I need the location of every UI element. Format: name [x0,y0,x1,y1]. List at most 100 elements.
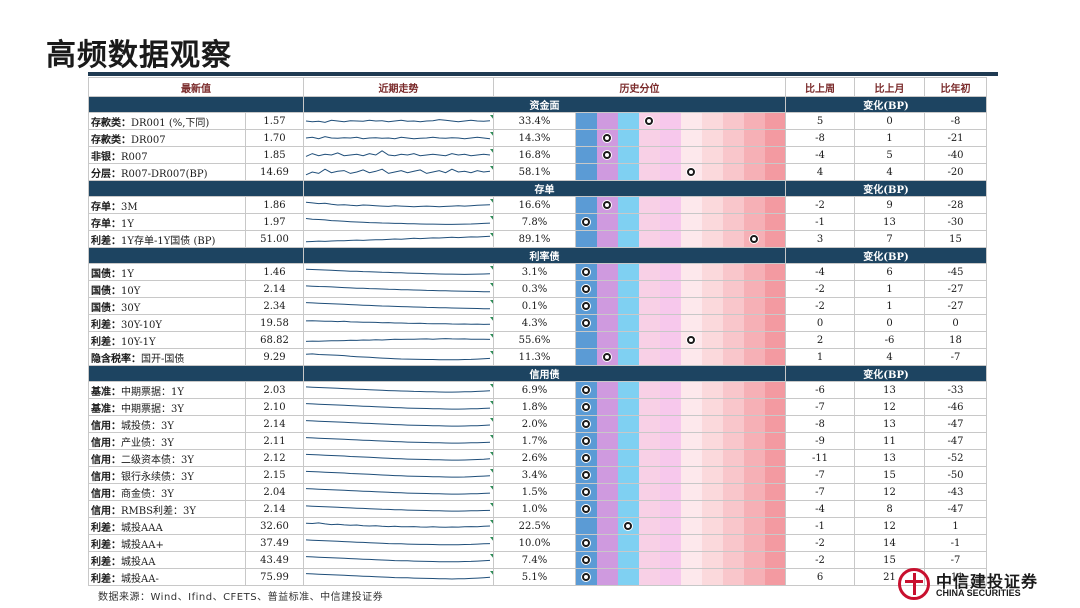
change-ytd: -50 [924,466,987,484]
percentile-bins [576,450,785,466]
trend-end-marker [490,554,493,558]
percentile-heatbar [575,517,786,535]
trend-sparkline [305,266,493,275]
trend-end-marker [490,418,493,422]
percentile-bin [681,113,702,129]
percentile-bin [765,450,785,466]
percentile-heatbar [575,163,786,181]
change-week: 1 [785,348,855,366]
percentile-bin [744,281,765,297]
change-ytd: -20 [924,163,987,181]
percentile-bin [597,399,618,415]
percentile-bins [576,197,785,213]
percentile-marker-icon [581,419,591,429]
percentile-value: 14.3% [493,129,576,147]
percentile-marker-icon [602,352,612,362]
percentile-marker-icon [581,555,591,565]
percentile-heatbar [575,381,786,399]
percentile-value: 0.1% [493,297,576,315]
change-ytd: -28 [924,196,987,214]
indicator-name: 信用：城投债：3Y [88,415,246,433]
col-header-percentile: 历史分位 [493,77,786,97]
percentile-heatbar [575,348,786,366]
percentile-bin [576,231,597,247]
trend-sparkline [305,115,493,123]
percentile-bin [618,399,639,415]
percentile-bins [576,147,785,163]
trend-end-marker [490,233,493,237]
change-week: 5 [785,112,855,130]
percentile-bin [597,535,618,551]
percentile-bin [702,130,723,146]
percentile-heatbar [575,415,786,433]
indicator-label: 1Y [121,268,134,280]
table-row: 利差：10Y-1Y 68.82 55.6% 2 -6 18 [88,331,987,349]
percentile-bin [639,433,660,449]
percentile-bins [576,552,785,568]
change-week: -9 [785,432,855,450]
percentile-marker-icon [644,116,654,126]
change-month: 1 [854,297,925,315]
latest-value: 2.10 [245,398,304,416]
indicator-name: 利差：城投AA+ [88,534,246,552]
indicator-name: 基准：中期票据：3Y [88,398,246,416]
percentile-marker-icon [581,487,591,497]
trend-line [305,285,491,293]
percentile-bin [702,315,723,331]
indicator-label: 中期票据：3Y [121,403,184,415]
change-ytd: -27 [924,297,987,315]
table-row: 利差：城投AA 43.49 7.4% -2 15 -7 [88,551,987,569]
percentile-bin [744,569,765,585]
trend-cell [303,381,494,399]
percentile-bins [576,281,785,297]
percentile-bin [681,552,702,568]
percentile-heatbar [575,432,786,450]
percentile-heatbar [575,146,786,164]
change-month: 4 [854,348,925,366]
percentile-bin [576,332,597,348]
percentile-bin [702,535,723,551]
percentile-bin [723,264,744,280]
percentile-value: 89.1% [493,230,576,248]
percentile-bin [576,130,597,146]
change-month: 0 [854,314,925,332]
percentile-bins [576,349,785,365]
trend-cell [303,568,494,586]
percentile-bin [765,416,785,432]
percentile-bins [576,399,785,415]
percentile-bin [702,349,723,365]
percentile-bin [597,518,618,534]
section-header-row: 资金面 变化(BP) [88,96,987,113]
percentile-bins [576,164,785,180]
percentile-bin [639,231,660,247]
trend-line [305,218,491,225]
indicator-name: 信用：产业债：3Y [88,432,246,450]
trend-end-marker [490,283,493,287]
indicator-name: 国债：1Y [88,263,246,281]
trend-cell [303,483,494,501]
percentile-bin [723,552,744,568]
percentile-bin [765,113,785,129]
percentile-bin [681,197,702,213]
trend-cell [303,449,494,467]
section-change-label: 变化(BP) [785,365,987,382]
table-row: 国债：30Y 2.34 0.1% -2 1 -27 [88,297,987,315]
trend-sparkline [305,418,493,427]
high-frequency-data-table: 最新值 近期走势 历史分位 比上周 比上月 比年初 资金面 变化(BP) 存款类：D… [88,77,987,586]
indicator-label: 产业债：3Y [121,437,174,449]
percentile-bins [576,113,785,129]
indicator-category: 信用： [91,471,121,483]
indicator-category: 信用： [91,454,121,466]
latest-value: 1.70 [245,129,304,147]
percentile-bin [597,298,618,314]
trend-cell [303,551,494,569]
percentile-bins [576,231,785,247]
table-header-row: 最新值 近期走势 历史分位 比上周 比上月 比年初 [88,77,987,97]
percentile-bin [765,130,785,146]
trend-sparkline [305,571,493,580]
change-ytd: 0 [924,314,987,332]
indicator-name: 信用：RMBS利差：3Y [88,500,246,518]
percentile-value: 4.3% [493,314,576,332]
percentile-bin [639,147,660,163]
trend-end-marker [490,166,493,170]
